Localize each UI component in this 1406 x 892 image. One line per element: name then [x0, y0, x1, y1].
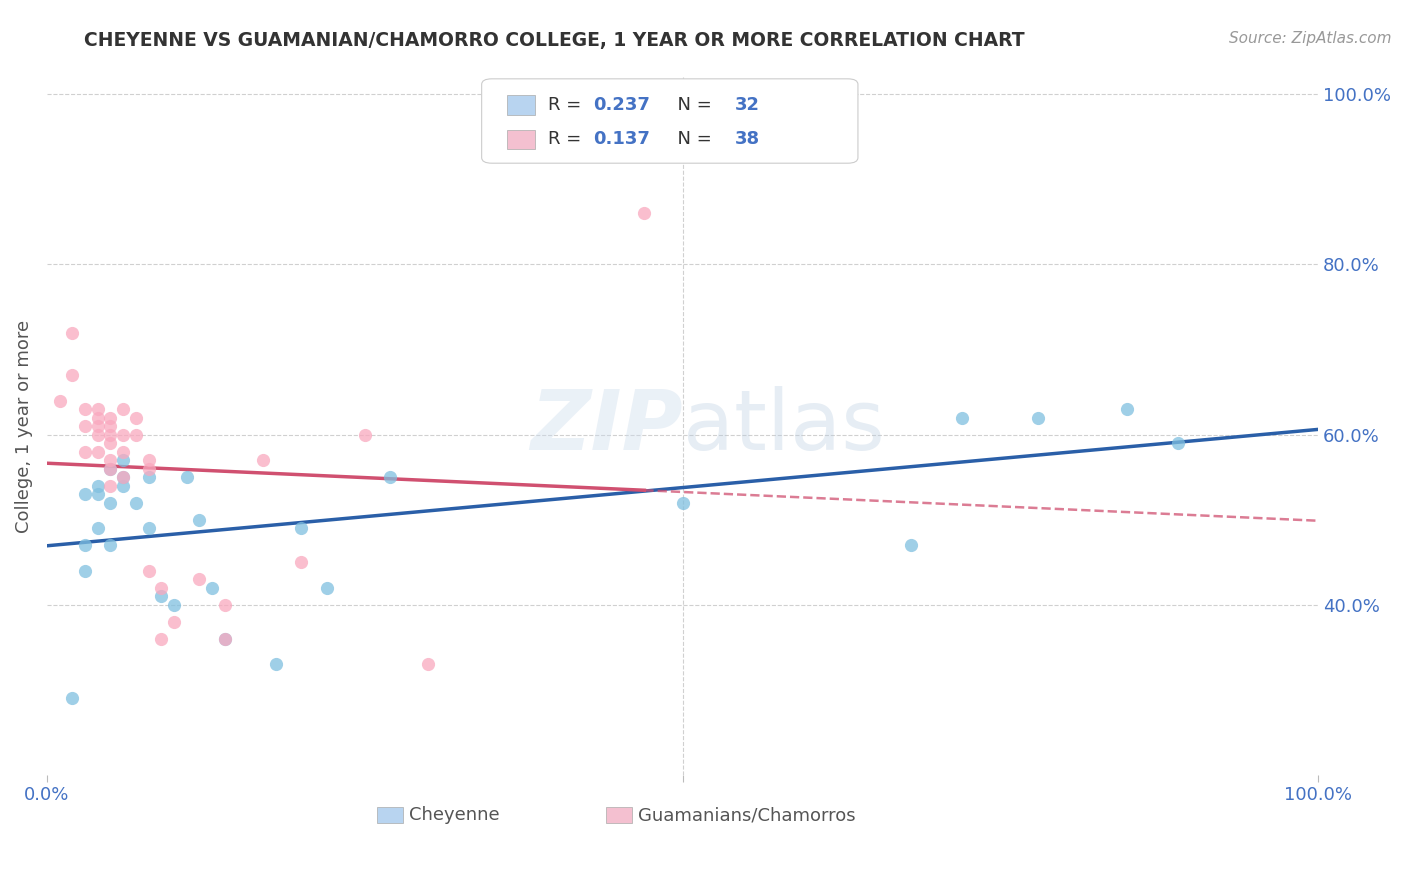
Point: [315, 581, 337, 595]
Point: [150, 581, 173, 595]
Point: [138, 461, 160, 475]
Point: [100, 453, 122, 467]
Point: [73, 402, 96, 417]
Text: N =: N =: [666, 96, 717, 114]
Point: [214, 632, 236, 646]
Point: [112, 427, 135, 442]
Point: [671, 495, 693, 509]
FancyBboxPatch shape: [377, 806, 404, 823]
FancyBboxPatch shape: [508, 129, 536, 149]
Point: [633, 206, 655, 220]
Point: [125, 410, 148, 425]
Point: [73, 444, 96, 458]
Point: [112, 470, 135, 484]
Text: ZIP: ZIP: [530, 385, 682, 467]
Point: [418, 657, 440, 672]
Text: 0.237: 0.237: [593, 96, 651, 114]
Point: [214, 598, 236, 612]
Text: 38: 38: [735, 130, 759, 148]
Point: [112, 402, 135, 417]
Point: [112, 453, 135, 467]
Point: [150, 589, 173, 603]
Text: CHEYENNE VS GUAMANIAN/CHAMORRO COLLEGE, 1 YEAR OR MORE CORRELATION CHART: CHEYENNE VS GUAMANIAN/CHAMORRO COLLEGE, …: [84, 31, 1025, 50]
Point: [176, 470, 198, 484]
Point: [214, 632, 236, 646]
Point: [100, 478, 122, 492]
Point: [100, 538, 122, 552]
Point: [950, 410, 973, 425]
Text: R =: R =: [548, 130, 586, 148]
Point: [112, 478, 135, 492]
Point: [73, 538, 96, 552]
Point: [87, 410, 110, 425]
Point: [188, 512, 211, 526]
Point: [125, 495, 148, 509]
Point: [252, 453, 274, 467]
Point: [87, 521, 110, 535]
Point: [163, 598, 186, 612]
Point: [100, 461, 122, 475]
Point: [290, 555, 312, 569]
Point: [138, 564, 160, 578]
Point: [264, 657, 287, 672]
Text: Guamanians/Chamorros: Guamanians/Chamorros: [638, 806, 856, 824]
Point: [125, 427, 148, 442]
Point: [48, 393, 70, 408]
Point: [1167, 436, 1189, 450]
Point: [87, 444, 110, 458]
Point: [100, 419, 122, 434]
FancyBboxPatch shape: [508, 95, 536, 115]
Point: [378, 470, 401, 484]
Point: [100, 495, 122, 509]
Point: [1116, 402, 1139, 417]
Text: Cheyenne: Cheyenne: [409, 806, 499, 824]
Point: [87, 419, 110, 434]
Point: [73, 487, 96, 501]
Point: [60, 326, 83, 340]
Point: [60, 691, 83, 706]
Y-axis label: College, 1 year or more: College, 1 year or more: [15, 319, 32, 533]
Point: [87, 487, 110, 501]
Point: [112, 470, 135, 484]
Point: [100, 436, 122, 450]
Point: [138, 470, 160, 484]
Point: [138, 521, 160, 535]
Text: R =: R =: [548, 96, 586, 114]
Point: [100, 410, 122, 425]
Point: [112, 444, 135, 458]
Point: [163, 615, 186, 629]
Point: [100, 427, 122, 442]
Point: [201, 581, 224, 595]
Point: [353, 427, 375, 442]
Point: [87, 478, 110, 492]
Point: [150, 632, 173, 646]
Point: [138, 453, 160, 467]
Text: N =: N =: [666, 130, 717, 148]
FancyBboxPatch shape: [606, 806, 631, 823]
Point: [87, 402, 110, 417]
Point: [73, 419, 96, 434]
Point: [900, 538, 922, 552]
Point: [73, 564, 96, 578]
Point: [290, 521, 312, 535]
Point: [1028, 410, 1050, 425]
FancyBboxPatch shape: [482, 78, 858, 163]
Text: atlas: atlas: [682, 385, 884, 467]
Text: 0.137: 0.137: [593, 130, 651, 148]
Text: Source: ZipAtlas.com: Source: ZipAtlas.com: [1229, 31, 1392, 46]
Text: 32: 32: [735, 96, 759, 114]
Point: [87, 427, 110, 442]
Point: [60, 368, 83, 382]
Point: [188, 572, 211, 586]
Point: [100, 461, 122, 475]
